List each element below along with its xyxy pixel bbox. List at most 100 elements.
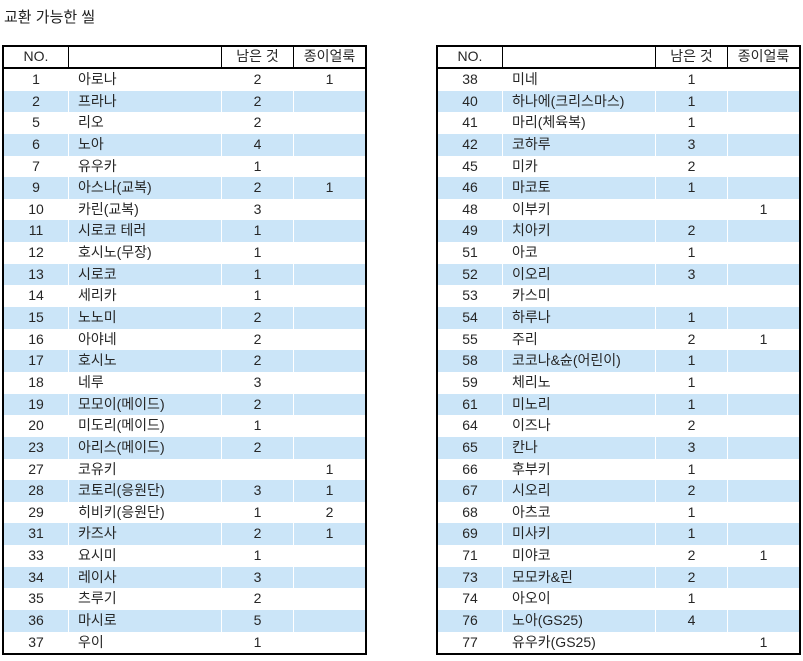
table-row: 16 아야네 2 <box>4 328 365 351</box>
cell-remaining: 2 <box>656 328 728 351</box>
cell-name: 치아키 <box>503 220 656 243</box>
table-row: 66 후부키 1 <box>438 458 799 481</box>
cell-no: 74 <box>438 588 503 611</box>
cell-stain <box>728 220 799 243</box>
cell-no: 14 <box>4 285 69 308</box>
cell-remaining: 1 <box>656 177 728 199</box>
table-row: 53 카스미 <box>438 285 799 308</box>
cell-remaining: 2 <box>222 112 294 134</box>
cell-name: 모모이(메이드) <box>69 393 222 416</box>
table-row: 23 아리스(메이드) 2 <box>4 436 365 459</box>
table-row: 20 미도리(메이드) 1 <box>4 415 365 437</box>
table-row: 2 프라나 2 <box>4 90 365 113</box>
cell-no: 20 <box>4 415 69 437</box>
table-row: 54 하루나 1 <box>438 307 799 329</box>
cell-remaining: 2 <box>222 588 294 611</box>
cell-no: 37 <box>4 631 69 654</box>
table-row: 59 체리노 1 <box>438 371 799 394</box>
cell-name: 모모카&린 <box>503 566 656 589</box>
cell-stain <box>294 242 365 264</box>
cell-remaining: 1 <box>656 393 728 416</box>
cell-stain <box>728 610 799 632</box>
cell-stain <box>728 523 799 546</box>
cell-stain: 1 <box>294 458 365 481</box>
cell-name: 네루 <box>69 371 222 394</box>
table-row: 31 카즈사 2 1 <box>4 523 365 546</box>
cell-name: 코코나&슌(어린이) <box>503 350 656 372</box>
cell-no: 42 <box>438 133 503 156</box>
cell-stain <box>728 415 799 437</box>
cell-remaining <box>656 285 728 308</box>
cell-remaining: 2 <box>222 90 294 113</box>
table-row: 55 주리 2 1 <box>438 328 799 351</box>
column-header-name <box>503 47 656 67</box>
table-row: 37 우이 1 <box>4 631 365 654</box>
table-row: 6 노아 4 <box>4 133 365 156</box>
table-row: 10 카린(교복) 3 <box>4 198 365 221</box>
cell-stain <box>728 133 799 156</box>
cell-name: 아츠코 <box>503 501 656 524</box>
cell-stain <box>728 112 799 134</box>
cell-stain <box>294 285 365 308</box>
cell-remaining: 1 <box>222 415 294 437</box>
cell-stain <box>728 458 799 481</box>
cell-remaining: 1 <box>656 242 728 264</box>
cell-remaining <box>656 631 728 654</box>
cell-no: 16 <box>4 328 69 351</box>
table-row: 5 리오 2 <box>4 112 365 134</box>
cell-name: 유우카 <box>69 155 222 178</box>
cell-name: 하루나 <box>503 307 656 329</box>
table-row: 18 네루 3 <box>4 371 365 394</box>
cell-name: 이부키 <box>503 198 656 221</box>
cell-no: 64 <box>438 415 503 437</box>
cell-name: 미카 <box>503 155 656 178</box>
cell-name: 호시노(무장) <box>69 242 222 264</box>
cell-no: 18 <box>4 371 69 394</box>
cell-no: 9 <box>4 177 69 199</box>
table-row: 19 모모이(메이드) 2 <box>4 393 365 416</box>
cell-no: 40 <box>438 90 503 113</box>
cell-name: 카린(교복) <box>69 198 222 221</box>
cell-name: 아로나 <box>69 69 222 91</box>
table-row: 68 아츠코 1 <box>438 501 799 524</box>
cell-no: 61 <box>438 393 503 416</box>
table-row: 52 이오리 3 <box>438 263 799 286</box>
table-row: 28 코토리(응원단) 3 1 <box>4 480 365 502</box>
cell-stain: 1 <box>728 198 799 221</box>
table-row: 77 유우카(GS25) 1 <box>438 631 799 654</box>
table-row: 14 세리카 1 <box>4 285 365 308</box>
cell-no: 65 <box>438 436 503 459</box>
table-row: 12 호시노(무장) 1 <box>4 242 365 264</box>
table-row: 48 이부키 1 <box>438 198 799 221</box>
table-row: 13 시로코 1 <box>4 263 365 286</box>
cell-no: 6 <box>4 133 69 156</box>
cell-stain <box>294 610 365 632</box>
cell-name: 시오리 <box>503 480 656 502</box>
table-row: 45 미카 2 <box>438 155 799 178</box>
table-row: 67 시오리 2 <box>438 480 799 502</box>
table-row: 42 코하루 3 <box>438 133 799 156</box>
cell-name: 후부키 <box>503 458 656 481</box>
cell-remaining: 4 <box>656 610 728 632</box>
cell-remaining: 2 <box>222 350 294 372</box>
cell-name: 유우카(GS25) <box>503 631 656 654</box>
table-body: 38 미네 1 40 하나에(크리스마스) 1 41 마리(체육복) 1 42 코하루 3 45 미카 2 4… <box>438 69 799 654</box>
cell-remaining: 3 <box>656 133 728 156</box>
cell-stain <box>294 133 365 156</box>
cell-stain <box>294 328 365 351</box>
cell-remaining: 2 <box>656 480 728 502</box>
table-header-row: NO. 남은 것 종이얼룩 <box>438 47 799 69</box>
cell-no: 77 <box>438 631 503 654</box>
cell-no: 13 <box>4 263 69 286</box>
cell-name: 코토리(응원단) <box>69 480 222 502</box>
cell-name: 이오리 <box>503 263 656 286</box>
cell-stain <box>294 436 365 459</box>
cell-name: 요시미 <box>69 545 222 567</box>
cell-remaining: 1 <box>656 501 728 524</box>
column-header-name <box>69 47 222 67</box>
cell-name: 츠루기 <box>69 588 222 611</box>
cell-stain <box>728 242 799 264</box>
cell-name: 이즈나 <box>503 415 656 437</box>
cell-remaining: 1 <box>656 588 728 611</box>
cell-name: 코유키 <box>69 458 222 481</box>
